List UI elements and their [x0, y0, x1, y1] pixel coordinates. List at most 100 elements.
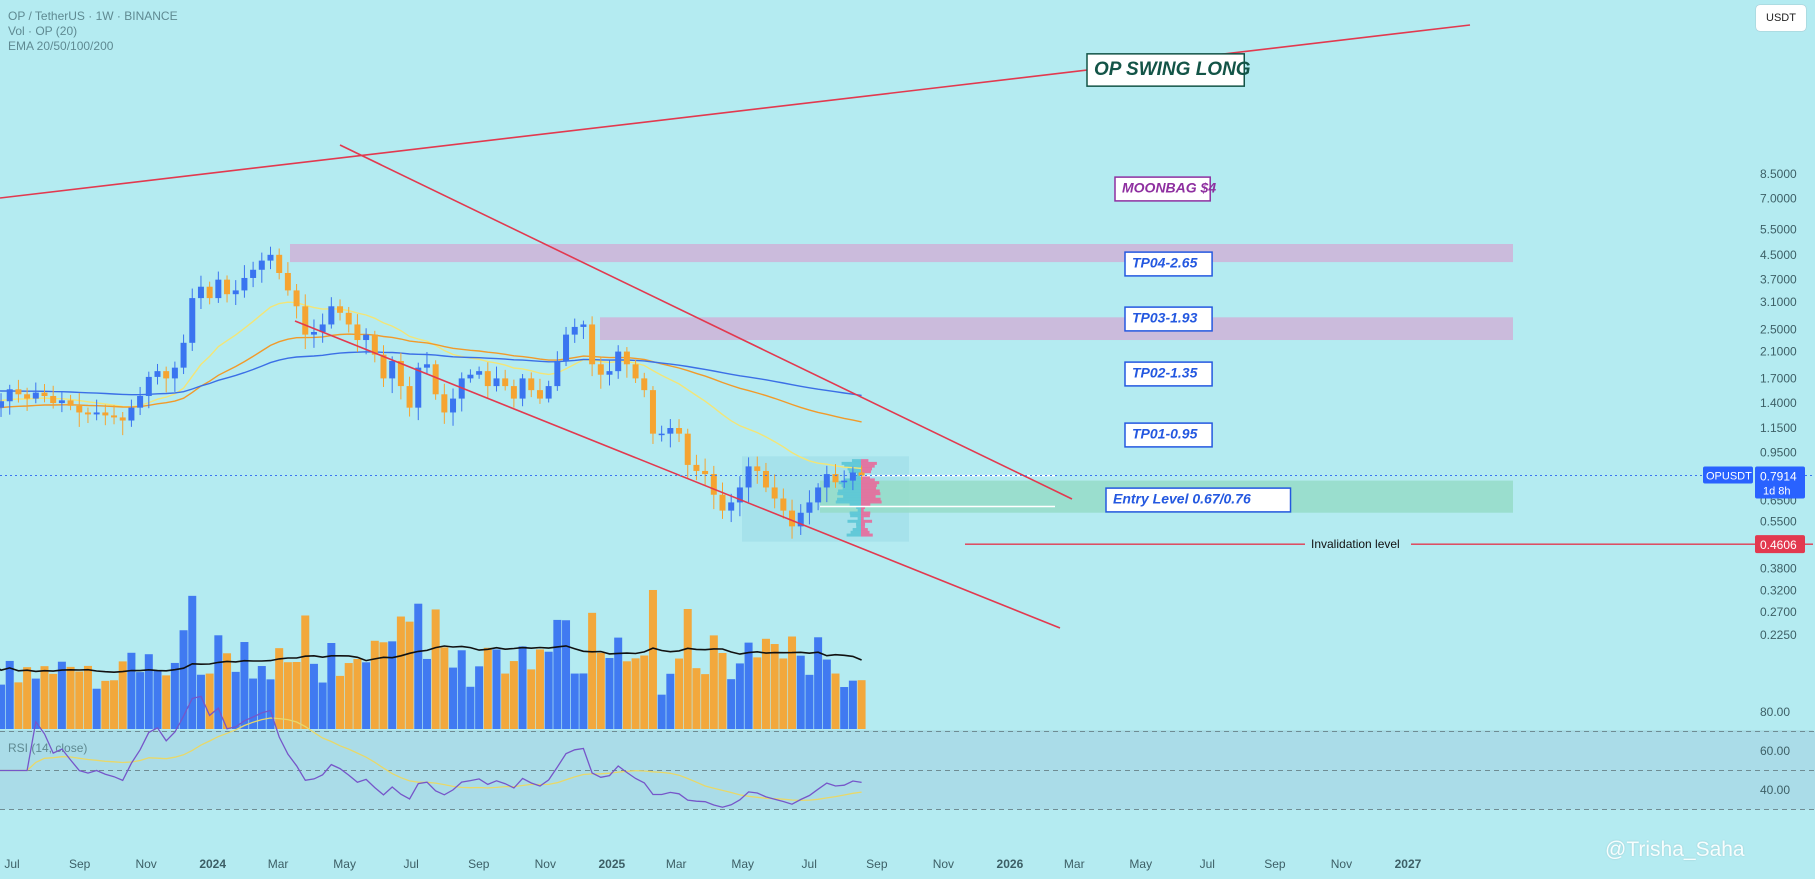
volume-ma-line: [0, 645, 862, 674]
invalidation-badge: [1755, 535, 1805, 554]
profile-bin: [861, 522, 866, 526]
profile-bin: [838, 481, 861, 485]
profile-bin: [847, 519, 861, 523]
candle-body: [536, 390, 543, 399]
rsi-line: [0, 695, 862, 808]
volume-bar: [144, 654, 153, 729]
candle-body: [545, 386, 552, 399]
candle-body: [754, 466, 761, 471]
profile-bin: [849, 503, 861, 507]
candle-body: [224, 279, 231, 295]
chart-legend: OP / TetherUS · 1W · BINANCE Vol · OP (2…: [8, 9, 178, 54]
candle-body: [215, 279, 222, 299]
candle-body: [6, 389, 13, 402]
candle-body: [432, 364, 439, 395]
candle-body: [293, 290, 300, 307]
volume-bar: [101, 680, 110, 729]
candle-body: [380, 354, 387, 379]
candle-body: [554, 360, 561, 387]
tp04-label-box: [1124, 251, 1213, 277]
candle-body: [302, 306, 309, 335]
tp03-label-text: TP03-1.93: [1132, 310, 1198, 326]
tp04-label-text: TP04-2.65: [1132, 255, 1198, 271]
volume-bar: [449, 667, 458, 729]
volume-legend: Vol · OP (20): [8, 24, 78, 38]
volume-bar: [370, 640, 379, 729]
volume-bar: [422, 658, 431, 729]
y-tick-label: 3.1000: [1760, 295, 1797, 309]
profile-bin: [861, 459, 869, 463]
swing-long-label-box: [1086, 53, 1246, 87]
volume-ma-path: [0, 645, 862, 674]
x-tick-label: May: [333, 857, 356, 871]
volume-bar: [231, 671, 240, 729]
volume-bar: [388, 641, 397, 729]
profile-bin: [861, 519, 873, 523]
volume-bar: [622, 661, 631, 729]
profile-bin: [861, 483, 877, 487]
profile-bin: [861, 514, 870, 518]
profile-bin: [844, 464, 861, 468]
candle-body: [180, 342, 187, 368]
currency-button[interactable]: USDT: [1756, 5, 1806, 31]
volume-bar: [857, 680, 866, 729]
candle-body: [676, 428, 683, 434]
rsi-tick-label: 80.00: [1760, 705, 1790, 719]
volume-bar: [492, 649, 501, 729]
y-tick-label: 0.5500: [1760, 515, 1797, 529]
annotation-labels[interactable]: OP SWING LONG MOONBAG $4 TP04-2.65 TP03-1.9…: [1086, 53, 1411, 553]
volume-bar: [75, 671, 84, 729]
tp01-label-text: TP01-0.95: [1132, 426, 1198, 442]
volume-bar: [761, 638, 770, 729]
rsi-pane: RSI (14, close): [0, 695, 1815, 810]
candle-body: [858, 472, 865, 476]
profile-bin: [861, 464, 875, 468]
profile-bin: [861, 492, 881, 496]
candle-body: [137, 395, 144, 408]
candle-body: [328, 306, 335, 325]
volume-bar: [483, 647, 492, 729]
candle-body: [450, 398, 457, 413]
x-tick-label: Jul: [403, 857, 418, 871]
candle-body: [745, 466, 752, 488]
candle-body: [467, 374, 474, 379]
candle-body: [232, 290, 239, 295]
time-axis[interactable]: Jul Sep Nov 2024 Mar May Jul Sep Nov 2025 Mar May Ju…: [4, 857, 1421, 871]
candle-body: [267, 254, 274, 261]
y-tick-label: 0.9500: [1760, 445, 1797, 459]
tp04-label: TP04-2.65: [1124, 251, 1213, 277]
volume-bar: [214, 635, 223, 729]
candle-body: [563, 334, 570, 361]
candle-body: [154, 371, 161, 377]
y-tick-label: 7.0000: [1760, 192, 1797, 206]
price-badge-value: 0.7914: [1760, 469, 1797, 483]
x-tick-label: May: [1129, 857, 1152, 871]
profile-bin: [856, 525, 861, 529]
x-tick-label: Jul: [802, 857, 817, 871]
volume-bar: [127, 652, 136, 729]
candle-body: [197, 286, 204, 299]
candle-body: [111, 415, 118, 418]
volume-bar: [475, 666, 484, 729]
candle-body: [93, 412, 100, 415]
candle-body: [371, 334, 378, 355]
volume-bar: [501, 673, 510, 729]
volume-bar: [40, 666, 49, 729]
candle-body: [241, 277, 248, 291]
candle-body: [189, 298, 196, 343]
volume-bar: [631, 658, 640, 729]
candle-body: [41, 392, 48, 396]
volume-bar: [31, 678, 40, 729]
candle-body: [84, 412, 91, 415]
volume-bar: [709, 635, 718, 729]
candle-body: [702, 470, 709, 475]
volume-bar: [240, 642, 249, 729]
volume-bar: [657, 694, 666, 729]
candle-body: [476, 371, 483, 375]
profile-bin: [861, 530, 870, 534]
price-axis[interactable]: 8.5000 7.0000 5.5000 4.5000 3.7000 3.1000 2.50…: [1703, 167, 1805, 797]
x-tick-label: Mar: [1064, 857, 1085, 871]
y-tick-label: 2.1000: [1760, 345, 1797, 359]
candle-body: [684, 433, 691, 465]
